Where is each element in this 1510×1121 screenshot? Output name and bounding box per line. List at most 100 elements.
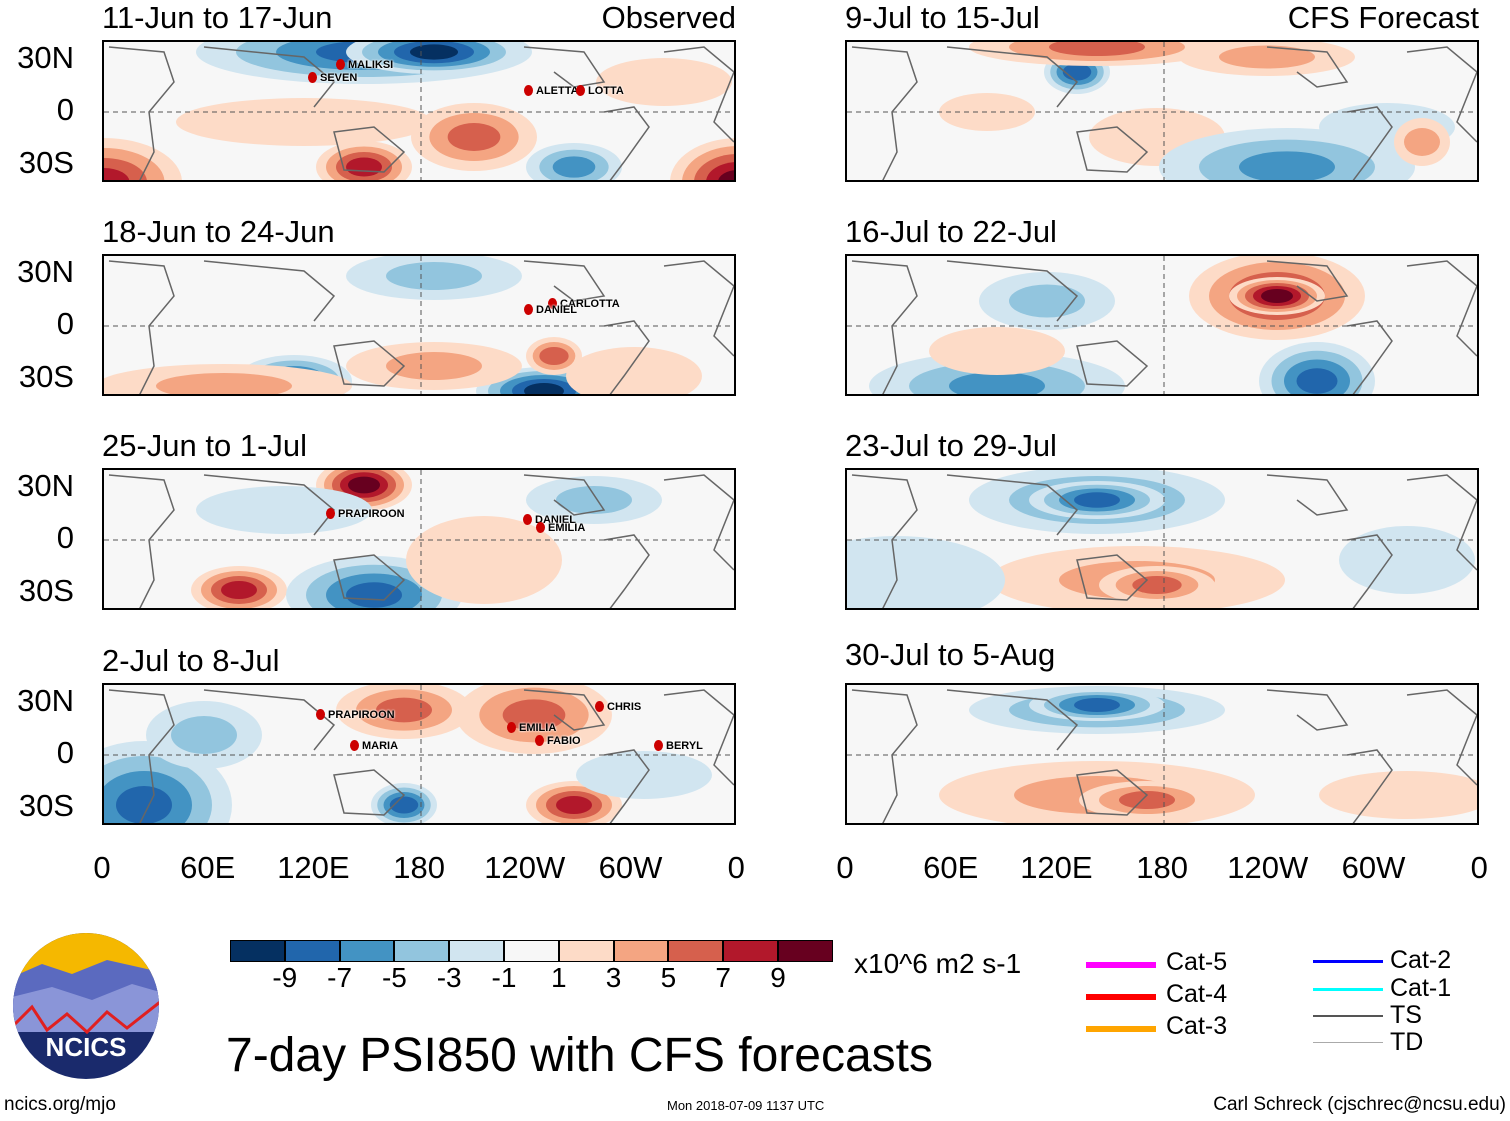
colorbar-tick-label: 5	[660, 962, 677, 993]
anomaly-contour	[929, 327, 1065, 375]
colorbar-tick-label: 9	[770, 962, 786, 993]
legend-line-cat-5	[1086, 962, 1156, 968]
legend-label: Cat-5	[1166, 948, 1228, 976]
anomaly-contour	[447, 123, 501, 151]
y-tick-label: 30S	[18, 573, 74, 608]
panel-title: 30-Jul to 5-Aug	[845, 637, 1056, 672]
panel-title: 9-Jul to 15-Jul	[845, 0, 1040, 35]
legend-label: Cat-2	[1390, 946, 1452, 974]
panel-title: 11-Jun to 17-Jun	[102, 0, 333, 35]
storm-label: BERYL	[654, 740, 703, 752]
panel-title: 25-Jun to 1-Jul	[102, 428, 308, 463]
x-tick-label: 60E	[180, 850, 236, 885]
x-tick-label: 0	[836, 850, 854, 885]
map-panel	[845, 40, 1479, 182]
anomaly-contour	[386, 352, 482, 380]
continent-outline	[108, 474, 734, 608]
x-tick-label: 0	[1470, 850, 1488, 885]
colorbar-tick-label: -5	[381, 962, 407, 993]
anomaly-contour	[156, 373, 292, 394]
storm-label: PRAPIROON	[316, 709, 395, 721]
continent-outline	[108, 260, 734, 394]
anomaly-contour	[196, 486, 372, 534]
anomaly-contour	[1219, 45, 1315, 69]
y-tick-label: 30S	[18, 145, 74, 180]
anomaly-contour	[524, 383, 564, 394]
legend-line-td	[1313, 1042, 1383, 1043]
map-panel: PRAPIROON MARIA EMILIA FABIO CHRIS BERYL	[102, 683, 736, 825]
legend-label: TS	[1390, 1001, 1422, 1029]
column-label: CFS Forecast	[1287, 0, 1479, 35]
anomaly-contour	[176, 98, 432, 146]
storm-label: CHRIS	[594, 701, 642, 713]
anomaly-contour	[1261, 289, 1293, 303]
colorbar-tick-label: -1	[491, 962, 517, 993]
continent-outline	[851, 689, 1477, 823]
anomaly-contour	[1319, 771, 1477, 819]
colorbar-tick-label: -3	[436, 962, 462, 993]
anomaly-contour	[1132, 576, 1182, 594]
y-tick-label: 30N	[17, 254, 74, 289]
x-tick-label: 120W	[1227, 850, 1309, 885]
anomaly-contour	[171, 716, 237, 754]
colorbar-swatch	[613, 940, 669, 962]
x-tick-label: 180	[1136, 850, 1188, 885]
map-panel: MALIKSI SEVEN ALETTA LOTTA	[102, 40, 736, 182]
colorbar-tick-label: -7	[327, 962, 353, 993]
anomaly-contour	[1119, 791, 1175, 809]
anomaly-contour	[221, 581, 257, 599]
storm-label: EMILIA	[506, 722, 557, 734]
panel-title: 2-Jul to 8-Jul	[102, 643, 280, 678]
colorbar-swatch	[504, 940, 559, 962]
y-tick-label: 30S	[18, 359, 74, 394]
map-panel	[845, 254, 1479, 396]
storm-label: DANIEL	[524, 304, 577, 316]
legend-label: Cat-3	[1166, 1012, 1228, 1040]
colorbar-swatch	[558, 940, 614, 962]
y-tick-label: 0	[56, 306, 74, 341]
continent-outline	[851, 260, 1477, 394]
colorbar-tick-label: -9	[272, 962, 298, 993]
anomaly-contour	[847, 536, 1005, 608]
panel-title: 23-Jul to 29-Jul	[845, 428, 1057, 463]
anomaly-contour	[346, 157, 382, 177]
anomaly-contour	[346, 582, 402, 608]
svg-text:NCICS: NCICS	[46, 1032, 127, 1062]
timestamp: Mon 2018-07-09 1137 UTC	[667, 1098, 825, 1113]
storm-label: SEVEN	[307, 72, 358, 84]
author: Carl Schreck (cjschrec@ncsu.edu)	[1213, 1094, 1506, 1115]
column-label: Observed	[601, 0, 736, 35]
x-tick-label: 120E	[1020, 850, 1093, 885]
legend-line-cat-4	[1086, 994, 1156, 1000]
colorbar-tick-label: 1	[551, 962, 567, 993]
storm-label: DANIEL	[523, 514, 576, 526]
y-tick-label: 30N	[17, 468, 74, 503]
x-tick-label: 120E	[277, 850, 350, 885]
ncics-logo: NCICS	[12, 932, 160, 1085]
anomaly-contour	[1074, 698, 1120, 712]
x-tick-label: 180	[393, 850, 445, 885]
legend-label: Cat-4	[1166, 980, 1228, 1008]
anomaly-contour	[410, 44, 458, 60]
anomaly-contour	[552, 156, 596, 178]
colorbar-swatch	[339, 940, 395, 962]
anomaly-contour	[539, 347, 569, 365]
continent-outline	[851, 46, 1477, 180]
anomaly-contour	[576, 751, 712, 799]
anomaly-contour	[406, 516, 562, 604]
map-panel: CARLOTTA DANIEL	[102, 254, 736, 396]
anomaly-contour	[718, 170, 734, 180]
anomaly-contour	[348, 476, 380, 494]
colorbar-swatch	[778, 940, 833, 962]
anomaly-contour	[104, 168, 130, 180]
legend-line-cat-1	[1313, 988, 1383, 991]
x-tick-label: 0	[93, 850, 111, 885]
y-tick-label: 0	[56, 520, 74, 555]
storm-label: MALIKSI	[335, 59, 394, 71]
colorbar-swatch	[723, 940, 778, 962]
legend-line-cat-3	[1086, 1026, 1156, 1032]
anomaly-contour	[556, 486, 632, 514]
footer-url[interactable]: ncics.org/mjo	[4, 1094, 116, 1115]
storm-label: ALETTA	[524, 85, 579, 97]
anomaly-contour	[1339, 526, 1475, 594]
